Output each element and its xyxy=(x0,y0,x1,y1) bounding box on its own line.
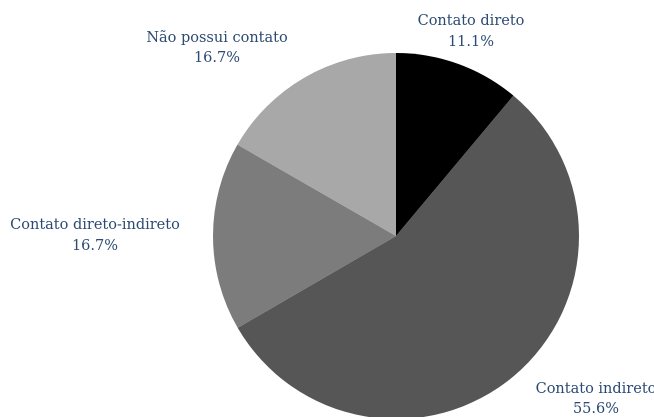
label-contato-direto-indireto: Contato direto-indireto xyxy=(10,217,180,233)
pie-slice-contato-indireto xyxy=(237,95,579,417)
value-label-contato-direto-indireto: 16.7% xyxy=(72,238,118,254)
pie-slices xyxy=(213,53,579,417)
value-label-nao-possui-contato: 16.7% xyxy=(194,50,240,66)
value-label-contato-direto: 11.1% xyxy=(448,34,494,50)
label-nao-possui-contato: Não possui contato xyxy=(146,30,287,46)
label-contato-indireto: Contato indireto xyxy=(536,381,654,397)
pie-slice-contato-direto xyxy=(396,53,514,236)
pie-slice-contato-direto-indireto xyxy=(213,144,396,328)
value-label-contato-indireto: 55.6% xyxy=(573,401,619,417)
pie-slice-nao-possui-contato xyxy=(237,53,396,236)
label-contato-direto: Contato direto xyxy=(418,13,525,29)
